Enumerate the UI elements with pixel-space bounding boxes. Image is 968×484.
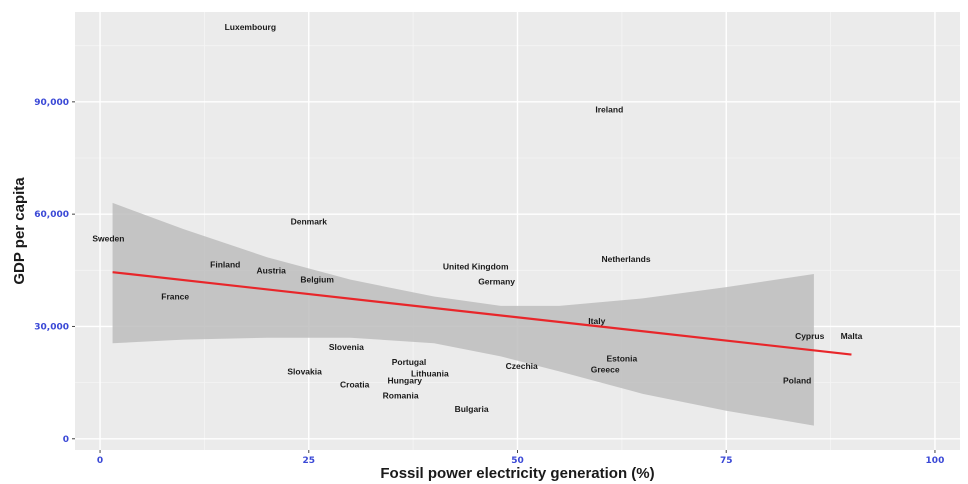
regression-line	[112, 271, 852, 356]
y-tick-label: 90,000	[34, 98, 69, 108]
point-label: Romania	[383, 391, 419, 401]
point-label: Cyprus	[795, 331, 825, 341]
point-label: Germany	[478, 277, 515, 287]
point-label: Slovakia	[287, 366, 322, 376]
point-label: Croatia	[340, 379, 370, 389]
point-label: Greece	[591, 365, 620, 375]
confidence-band	[112, 202, 814, 426]
point-label: Portugal	[392, 357, 426, 367]
x-tick-label: 25	[303, 456, 316, 466]
point-label: Lithuania	[411, 368, 449, 378]
point-label: Slovenia	[329, 342, 364, 352]
x-tick-label: 0	[97, 456, 103, 466]
point-label: Netherlands	[601, 254, 650, 264]
point-label: Poland	[783, 376, 811, 386]
confidence-band-layer	[112, 202, 814, 426]
y-tick-label: 60,000	[34, 210, 69, 220]
point-label: Ireland	[595, 104, 623, 114]
point-label: Belgium	[300, 275, 334, 285]
x-tick-label: 50	[511, 456, 524, 466]
y-axis-ticks: 0 30,000 60,000 90,000	[34, 98, 75, 445]
x-axis-ticks: 0 25 50 75 100	[97, 450, 944, 466]
point-label: Finland	[210, 260, 240, 270]
point-label: Sweden	[92, 233, 124, 243]
point-label: United Kingdom	[443, 262, 509, 272]
x-tick-label: 75	[720, 456, 733, 466]
point-label: Bulgaria	[455, 404, 489, 414]
point-label: France	[161, 292, 189, 302]
point-label: Czechia	[506, 361, 538, 371]
fit-line-layer	[112, 271, 852, 356]
point-label: Italy	[588, 316, 605, 326]
point-label: Malta	[841, 331, 863, 341]
x-axis-title: Fossil power electricity generation (%)	[380, 465, 654, 482]
point-label: Estonia	[607, 353, 638, 363]
y-axis-title: GDP per capita	[11, 177, 28, 285]
y-tick-label: 0	[63, 435, 69, 445]
x-tick-label: 100	[926, 456, 945, 466]
point-label: Luxembourg	[225, 22, 276, 32]
point-label: Denmark	[291, 217, 328, 227]
point-label: Austria	[257, 265, 287, 275]
y-tick-label: 30,000	[34, 322, 69, 332]
point-label: Hungary	[388, 376, 423, 386]
point-labels: Luxembourg Ireland Denmark Sweden Finland Aus…	[92, 22, 862, 414]
